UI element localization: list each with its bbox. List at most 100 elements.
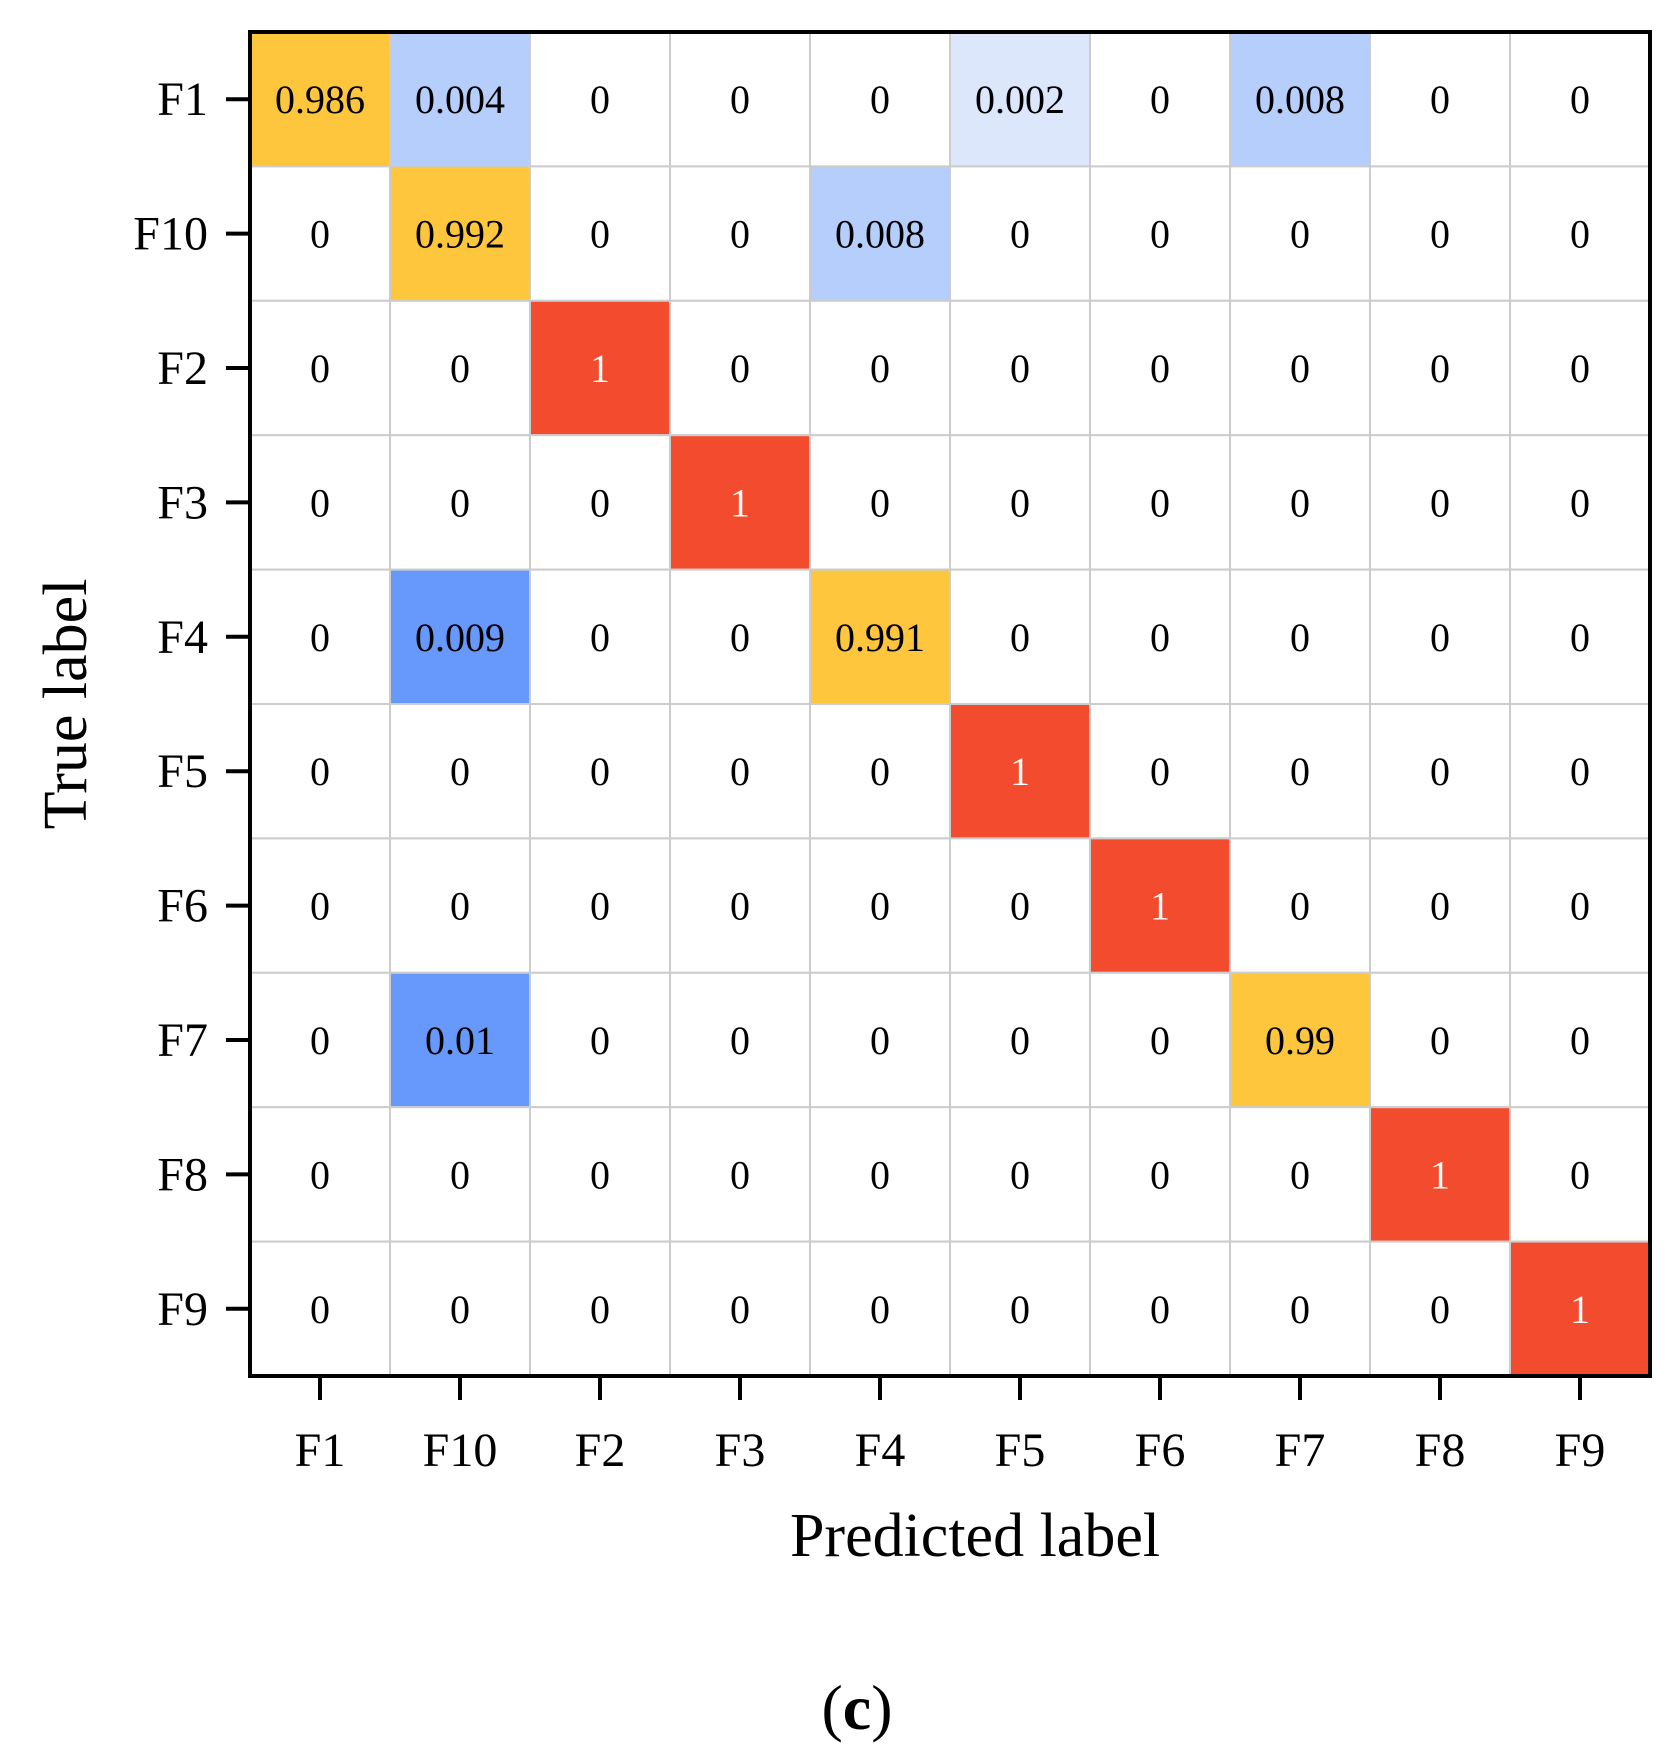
cell-value-label: 0 (1150, 346, 1170, 391)
heatmap-cell (1229, 299, 1371, 437)
y-tick-label: F9 (157, 1283, 208, 1336)
cell-value-label: 0 (730, 749, 750, 794)
cell-value-label: 0.008 (835, 212, 925, 257)
heatmap-cell (1089, 837, 1231, 974)
cell-value-label: 0 (870, 1018, 890, 1063)
cell-value-label: 0 (310, 480, 330, 525)
heatmap-cell (389, 1106, 531, 1243)
heatmap-cell (1089, 971, 1231, 1109)
heatmap-cell (809, 703, 951, 840)
heatmap-cell (1369, 568, 1511, 705)
cell-value-label: 0.986 (275, 77, 365, 122)
heatmap-cell (1369, 299, 1511, 437)
heatmap-cell (1229, 837, 1371, 974)
heatmap-cell (529, 299, 671, 437)
cell-value-label: 0 (730, 77, 750, 122)
cell-value-label: 1 (590, 346, 610, 391)
cell-value-label: 0 (450, 480, 470, 525)
heatmap-cell (809, 971, 951, 1109)
cell-value-label: 0 (1570, 212, 1590, 257)
heatmap-cell (669, 1240, 811, 1377)
cell-value-label: 0 (730, 1287, 750, 1332)
x-tick-label: F7 (1275, 1424, 1326, 1477)
cell-value-label: 0 (1150, 480, 1170, 525)
heatmap-cell (949, 434, 1091, 571)
cell-value-label: 0 (1290, 480, 1310, 525)
cell-value-label: 0.991 (835, 615, 925, 660)
cell-value-label: 0 (1430, 346, 1450, 391)
heatmap-cell (1369, 837, 1511, 974)
cell-value-label: 0 (730, 212, 750, 257)
cell-value-label: 0 (1290, 1287, 1310, 1332)
cell-value-label: 0 (870, 480, 890, 525)
cell-value-label: 0 (310, 615, 330, 660)
cell-value-label: 0 (590, 1152, 610, 1197)
heatmap-cell (1509, 568, 1651, 705)
cell-value-label: 0 (1150, 1018, 1170, 1063)
cell-value-label: 0 (450, 749, 470, 794)
heatmap-cell (809, 568, 951, 705)
cell-value-label: 0 (590, 749, 610, 794)
heatmap-cell (949, 165, 1091, 302)
cell-value-label: 0 (730, 1018, 750, 1063)
cell-value-label: 0 (1150, 212, 1170, 257)
cell-value-label: 0 (1290, 884, 1310, 929)
heatmap-cells (249, 31, 1651, 1377)
cell-value-label: 0 (1290, 346, 1310, 391)
y-tick-label: F3 (157, 476, 208, 529)
heatmap-cell (529, 971, 671, 1109)
heatmap-cell (1509, 165, 1651, 302)
cell-value-label: 0 (870, 77, 890, 122)
heatmap-cell (529, 568, 671, 705)
caption-letter: c (843, 1672, 871, 1743)
heatmap-cell (1229, 1240, 1371, 1377)
cell-value-label: 0 (310, 884, 330, 929)
cell-value-label: 1 (730, 480, 750, 525)
cell-value-label: 0 (870, 1152, 890, 1197)
heatmap-cell (529, 1106, 671, 1243)
heatmap-cell (1509, 1240, 1651, 1377)
heatmap-cell (949, 971, 1091, 1109)
cell-value-label: 0 (590, 1287, 610, 1332)
cell-value-label: 0 (590, 884, 610, 929)
cell-value-label: 0 (1430, 884, 1450, 929)
heatmap-cell (249, 703, 391, 840)
cell-value-label: 0 (310, 1018, 330, 1063)
x-axis-ticks: F1 F10 F2 F3 F4 F5 F6 F7 F8 F9 (295, 1376, 1605, 1477)
cell-value-label: 0 (1010, 346, 1030, 391)
heatmap-cell (1089, 299, 1231, 437)
caption-close-paren: ) (871, 1672, 892, 1743)
x-tick-label: F4 (855, 1424, 906, 1477)
cell-value-label: 1 (1010, 749, 1030, 794)
y-axis-title: True label (32, 579, 100, 830)
cell-value-label: 0 (310, 749, 330, 794)
heatmap-cell (389, 299, 531, 437)
x-tick-label: F10 (423, 1424, 498, 1477)
heatmap-cell (389, 568, 531, 705)
cell-value-label: 0.992 (415, 212, 505, 257)
cell-value-label: 0 (1570, 77, 1590, 122)
cell-value-label: 0 (1010, 480, 1030, 525)
cell-value-label: 0 (1570, 480, 1590, 525)
heatmap-cell (389, 31, 531, 168)
cell-value-label: 0 (310, 212, 330, 257)
heatmap-cell (949, 703, 1091, 840)
cell-value-label: 0 (590, 77, 610, 122)
cell-value-label: 0 (1430, 480, 1450, 525)
x-tick-label: F8 (1415, 1424, 1466, 1477)
x-tick-label: F6 (1135, 1424, 1186, 1477)
heatmap-cell (249, 434, 391, 571)
heatmap-cell (949, 1240, 1091, 1377)
cell-value-label: 0 (1290, 615, 1310, 660)
y-tick-label: F5 (157, 745, 208, 798)
cell-value-label: 0.01 (425, 1018, 495, 1063)
heatmap-cell (249, 837, 391, 974)
cell-value-label: 0 (1010, 1152, 1030, 1197)
x-tick-label: F2 (575, 1424, 626, 1477)
heatmap-cell (389, 971, 531, 1109)
heatmap-cell (949, 568, 1091, 705)
heatmap-cell (1089, 434, 1231, 571)
cell-value-label: 0 (1570, 1152, 1590, 1197)
cell-value-label: 0 (1570, 346, 1590, 391)
heatmap-cell (1229, 165, 1371, 302)
